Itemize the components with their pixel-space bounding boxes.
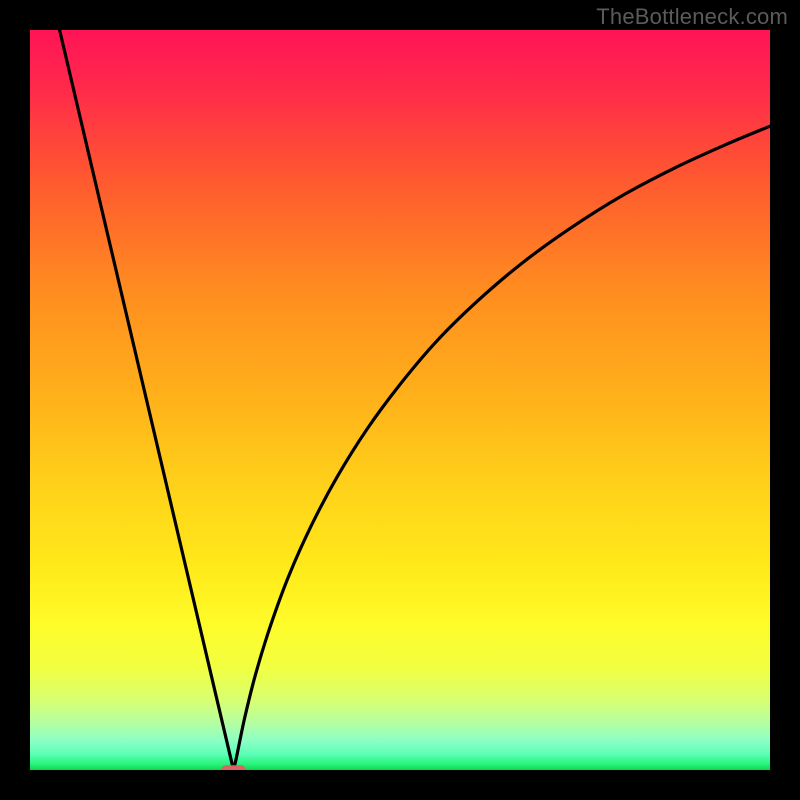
watermark-text: TheBottleneck.com [596, 4, 788, 30]
chart-container: TheBottleneck.com [0, 0, 800, 800]
chart-background-gradient [30, 30, 770, 770]
bottleneck-chart [0, 0, 800, 800]
